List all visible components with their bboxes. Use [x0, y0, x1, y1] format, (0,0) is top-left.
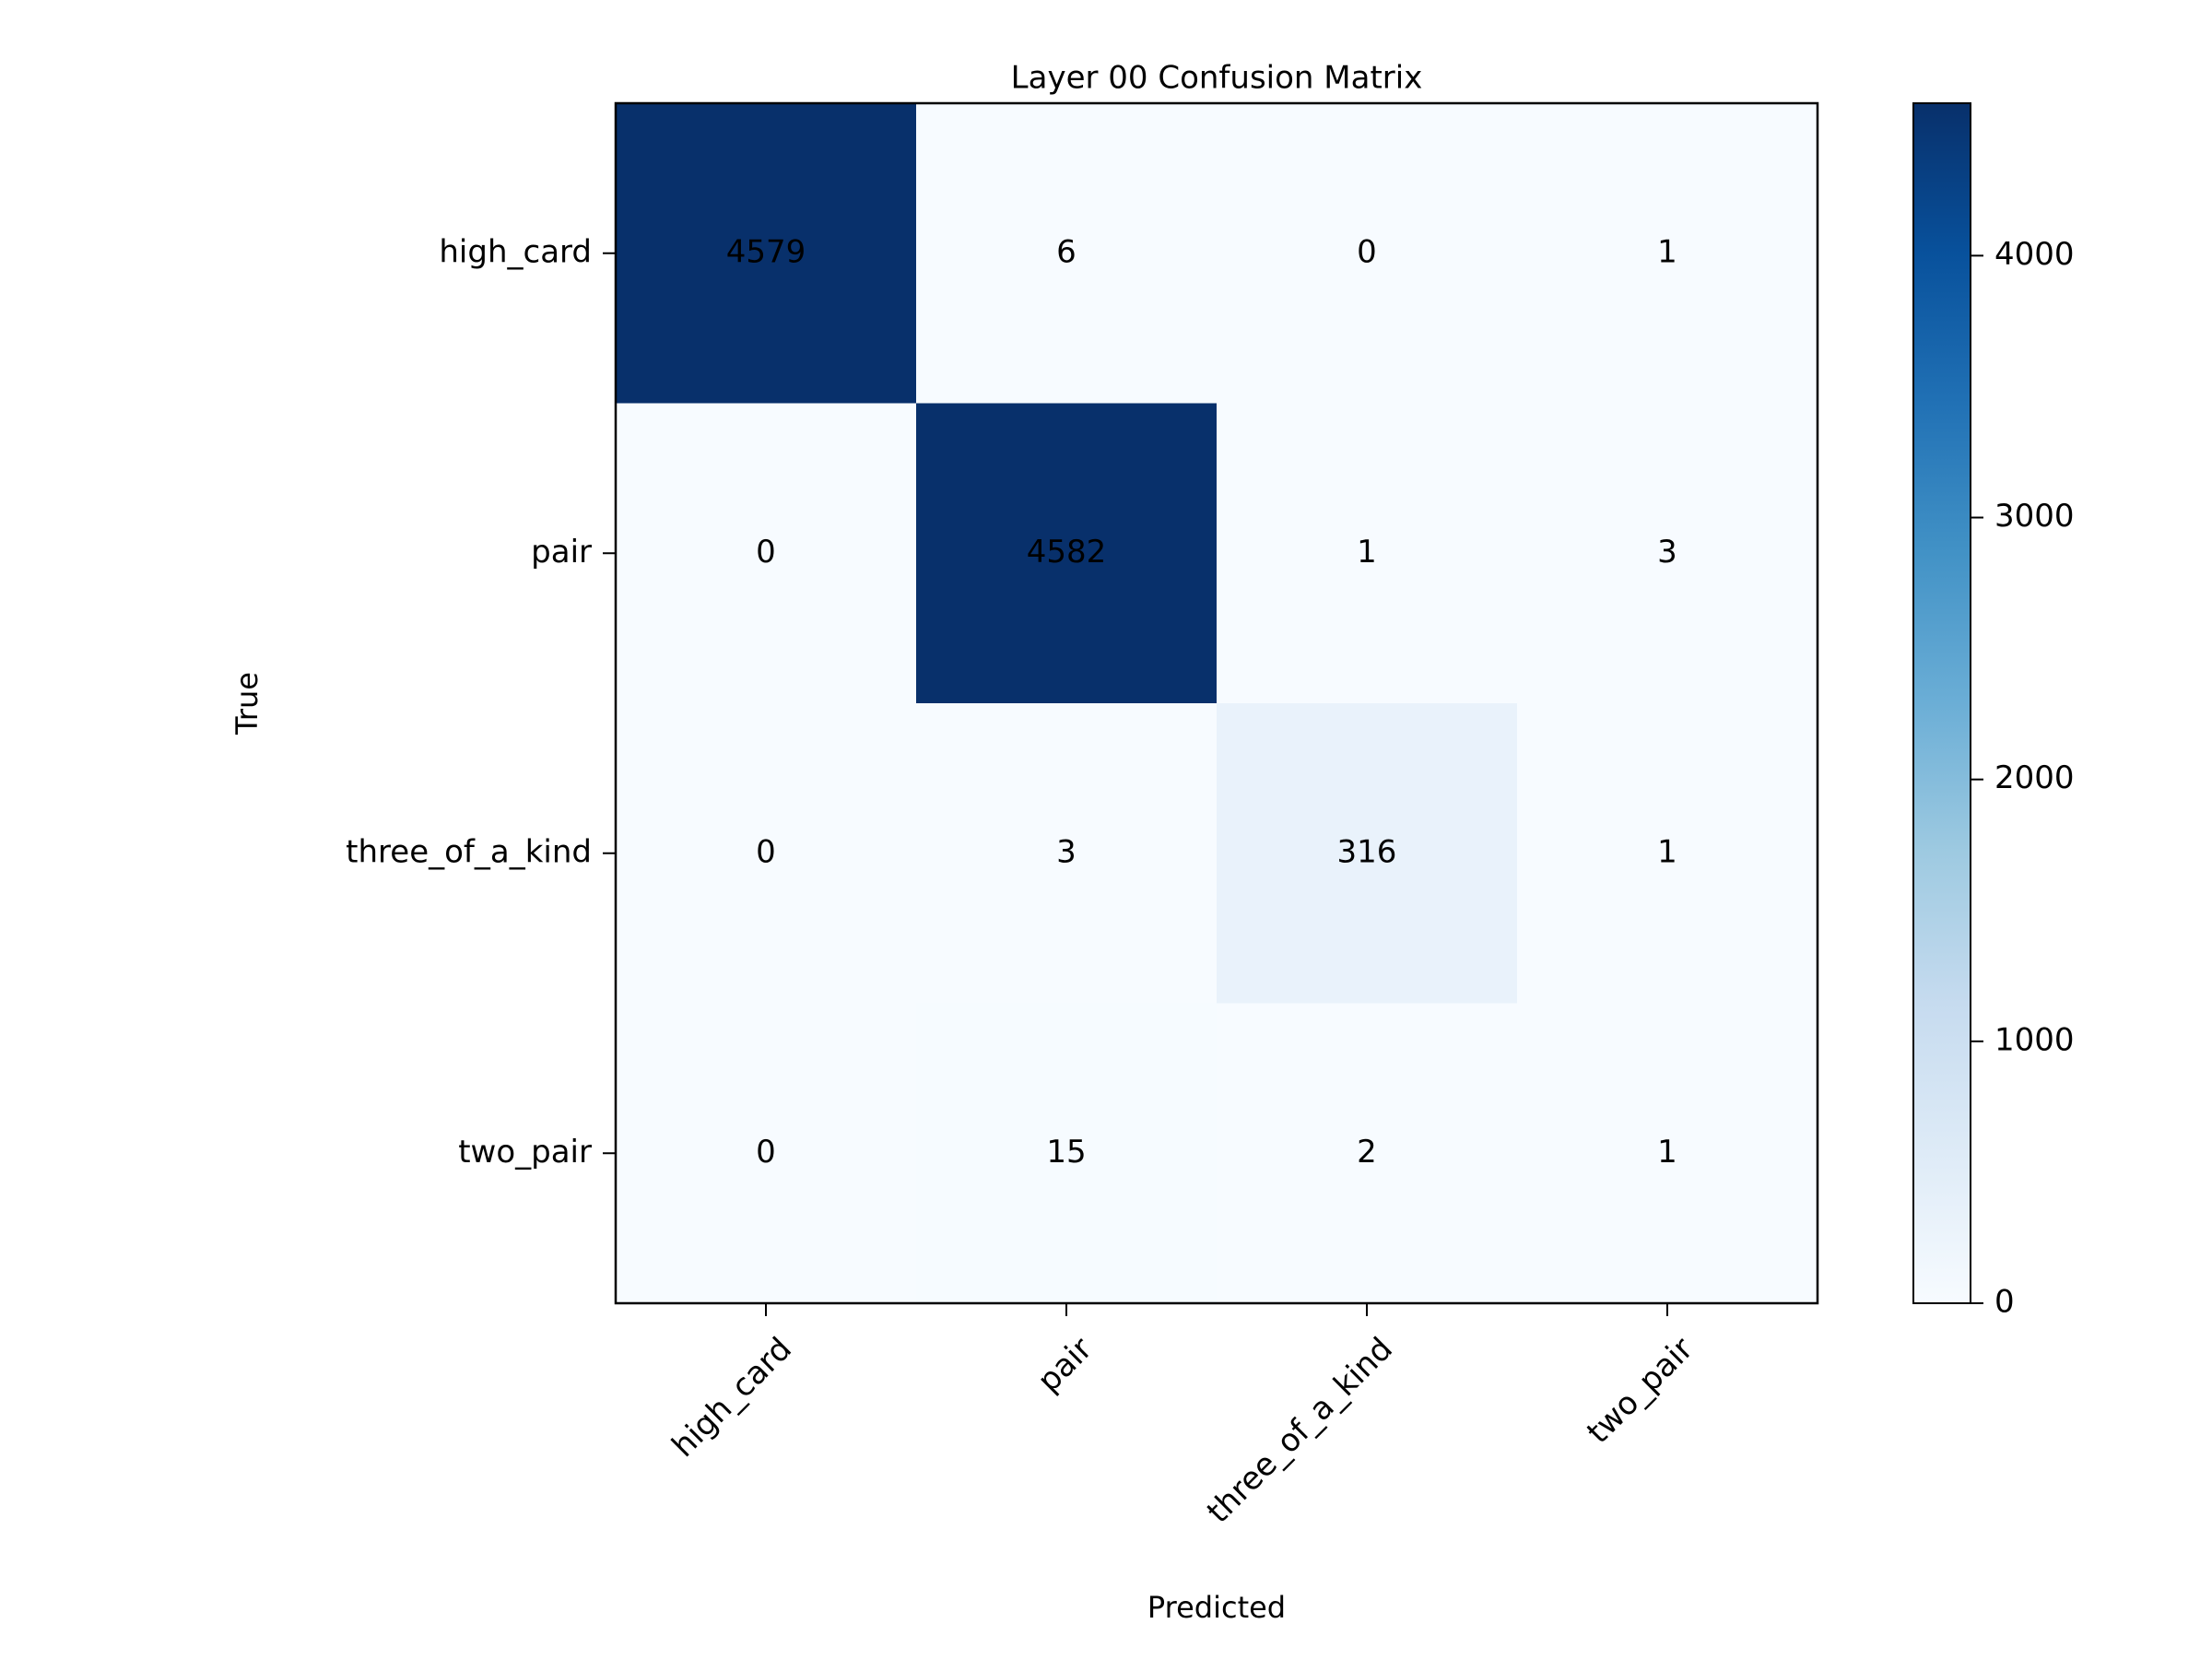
heatmap-cell — [616, 1003, 917, 1304]
y-tick-label: two_pair — [458, 1134, 592, 1171]
cell-value-label: 0 — [756, 833, 776, 870]
y-tick-label: high_card — [439, 233, 592, 270]
heatmap-cell — [916, 103, 1218, 404]
heatmap-cell — [1517, 403, 1818, 704]
cell-value-label: 1 — [1657, 833, 1677, 870]
y-axis-label: True — [229, 672, 265, 735]
heatmap-cell — [1217, 1003, 1518, 1304]
cell-value-label: 1 — [1357, 534, 1377, 571]
cell-value-label: 0 — [756, 534, 776, 571]
cell-value-label: 4582 — [1027, 534, 1107, 571]
heatmap-cell — [1517, 1003, 1818, 1304]
cell-value-label: 0 — [1357, 233, 1377, 270]
colorbar-ticks: 0 1000 2000 3000 4000 — [1971, 236, 2075, 1321]
heatmap-cell — [916, 1003, 1218, 1304]
x-axis-label: Predicted — [1147, 1590, 1286, 1625]
heatmap-cell — [1217, 703, 1518, 1004]
cell-value-label: 3 — [1657, 534, 1677, 571]
x-tick-label: two_pair — [1580, 1331, 1700, 1452]
chart-title: Layer 00 Confusion Matrix — [1011, 60, 1423, 97]
x-tick-label: three_of_a_kind — [1200, 1331, 1400, 1531]
x-tick-label: pair — [1030, 1331, 1100, 1400]
heatmap-cell — [916, 703, 1218, 1004]
colorbar-tick-label: 0 — [1994, 1284, 2015, 1321]
cell-value-label: 1 — [1657, 1134, 1677, 1171]
heatmap-cell — [1517, 103, 1818, 404]
cell-value-label: 15 — [1046, 1134, 1086, 1171]
y-tick-label: three_of_a_kind — [346, 833, 592, 870]
heatmap-cell — [1517, 703, 1818, 1004]
colorbar-fill — [1912, 102, 1971, 1304]
cell-value-label: 3 — [1056, 833, 1077, 870]
heatmap-cells — [616, 103, 1818, 1304]
cell-value-label: 316 — [1337, 833, 1397, 870]
colorbar — [1912, 102, 1971, 1304]
y-tick-label: pair — [531, 534, 592, 571]
cell-value-label: 6 — [1056, 233, 1077, 270]
x-tick-label: high_card — [665, 1331, 798, 1465]
heatmap-cell — [1217, 403, 1518, 704]
cell-value-label: 0 — [756, 1134, 776, 1171]
cell-value-label: 1 — [1657, 233, 1677, 270]
colorbar-tick-label: 3000 — [1994, 498, 2075, 535]
heatmap-cell — [616, 103, 917, 404]
plot-frame — [614, 101, 1819, 1305]
colorbar-tick-label: 4000 — [1994, 236, 2075, 273]
cell-value-label: 2 — [1357, 1134, 1377, 1171]
cell-value-labels: 4579 6 0 1 0 4582 1 3 0 3 316 1 0 15 2 1 — [726, 233, 1677, 1171]
heatmap-cell — [1217, 103, 1518, 404]
heatmap-cell — [616, 403, 917, 704]
cell-value-label: 4579 — [726, 233, 806, 270]
heatmap-cell — [916, 403, 1218, 704]
colorbar-tick-label: 1000 — [1994, 1021, 2075, 1058]
x-axis: high_card pair three_of_a_kind two_pair — [665, 1303, 1700, 1531]
heatmap-cell — [616, 703, 917, 1004]
colorbar-tick-label: 2000 — [1994, 759, 2075, 796]
